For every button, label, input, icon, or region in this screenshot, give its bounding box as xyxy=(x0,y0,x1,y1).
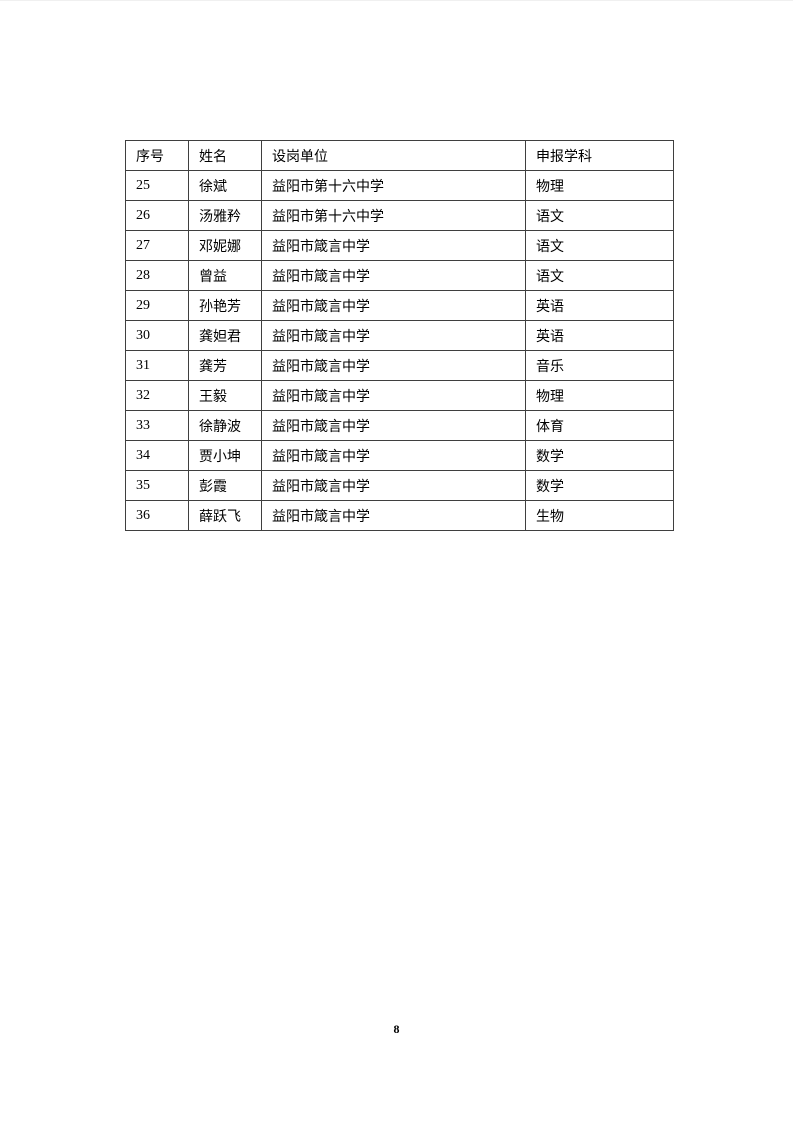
table-cell: 益阳市箴言中学 xyxy=(261,410,526,441)
table-cell: 益阳市箴言中学 xyxy=(261,320,526,351)
table-cell: 数学 xyxy=(525,440,674,471)
table-row: 35 彭霞 益阳市箴言中学 数学 xyxy=(125,470,674,501)
table-row: 29 孙艳芳 益阳市箴言中学 英语 xyxy=(125,290,674,321)
table-cell: 孙艳芳 xyxy=(188,290,262,321)
table-cell: 32 xyxy=(125,380,189,411)
table-cell: 益阳市箴言中学 xyxy=(261,470,526,501)
table-row: 36 薛跃飞 益阳市箴言中学 生物 xyxy=(125,500,674,531)
table-row: 26 汤雅矜 益阳市第十六中学 语文 xyxy=(125,200,674,231)
header-cell-name: 姓名 xyxy=(188,140,262,171)
table-cell: 物理 xyxy=(525,380,674,411)
table-cell: 龚妲君 xyxy=(188,320,262,351)
table-cell: 语文 xyxy=(525,260,674,291)
table-cell: 26 xyxy=(125,200,189,231)
table-cell: 29 xyxy=(125,290,189,321)
table-cell: 邓妮娜 xyxy=(188,230,262,261)
table-cell: 33 xyxy=(125,410,189,441)
table-row: 28 曾益 益阳市箴言中学 语文 xyxy=(125,260,674,291)
table-row: 25 徐斌 益阳市第十六中学 物理 xyxy=(125,170,674,201)
table-row: 34 贾小坤 益阳市箴言中学 数学 xyxy=(125,440,674,471)
table-body: 25 徐斌 益阳市第十六中学 物理 26 汤雅矜 益阳市第十六中学 语文 27 邓妮娜 益阳市箴言中… xyxy=(125,170,674,531)
table-cell: 31 xyxy=(125,350,189,381)
table-cell: 语文 xyxy=(525,200,674,231)
table-cell: 彭霞 xyxy=(188,470,262,501)
teacher-roster-table: 序号 姓名 设岗单位 申报学科 25 徐斌 益阳市第十六中学 物理 26 汤雅矜 益阳市第十… xyxy=(125,140,674,531)
table-cell: 28 xyxy=(125,260,189,291)
table-cell: 物理 xyxy=(525,170,674,201)
table-cell: 曾益 xyxy=(188,260,262,291)
header-cell-unit: 设岗单位 xyxy=(261,140,526,171)
table-cell: 益阳市箴言中学 xyxy=(261,440,526,471)
table-row: 31 龚芳 益阳市箴言中学 音乐 xyxy=(125,350,674,381)
table-cell: 薛跃飞 xyxy=(188,500,262,531)
table-cell: 益阳市箴言中学 xyxy=(261,380,526,411)
table-cell: 语文 xyxy=(525,230,674,261)
table-cell: 数学 xyxy=(525,470,674,501)
table-cell: 益阳市箴言中学 xyxy=(261,230,526,261)
table-cell: 生物 xyxy=(525,500,674,531)
table-cell: 音乐 xyxy=(525,350,674,381)
table-cell: 益阳市第十六中学 xyxy=(261,170,526,201)
table-cell: 27 xyxy=(125,230,189,261)
table-cell: 王毅 xyxy=(188,380,262,411)
table-cell: 30 xyxy=(125,320,189,351)
table-header-row: 序号 姓名 设岗单位 申报学科 xyxy=(125,140,674,171)
table-cell: 汤雅矜 xyxy=(188,200,262,231)
table-cell: 益阳市第十六中学 xyxy=(261,200,526,231)
table-header: 序号 姓名 设岗单位 申报学科 xyxy=(125,140,674,171)
header-cell-number: 序号 xyxy=(125,140,189,171)
table-cell: 25 xyxy=(125,170,189,201)
table-cell: 34 xyxy=(125,440,189,471)
table-cell: 徐斌 xyxy=(188,170,262,201)
table-cell: 体育 xyxy=(525,410,674,441)
table-cell: 益阳市箴言中学 xyxy=(261,260,526,291)
table-cell: 益阳市箴言中学 xyxy=(261,500,526,531)
table-row: 33 徐静波 益阳市箴言中学 体育 xyxy=(125,410,674,441)
table-row: 32 王毅 益阳市箴言中学 物理 xyxy=(125,380,674,411)
table-cell: 英语 xyxy=(525,290,674,321)
table-cell: 徐静波 xyxy=(188,410,262,441)
table-cell: 龚芳 xyxy=(188,350,262,381)
table-cell: 35 xyxy=(125,470,189,501)
table-cell: 贾小坤 xyxy=(188,440,262,471)
table-row: 30 龚妲君 益阳市箴言中学 英语 xyxy=(125,320,674,351)
page-number: 8 xyxy=(393,1022,400,1036)
table-cell: 益阳市箴言中学 xyxy=(261,350,526,381)
table-row: 27 邓妮娜 益阳市箴言中学 语文 xyxy=(125,230,674,261)
header-cell-subject: 申报学科 xyxy=(525,140,674,171)
table-cell: 36 xyxy=(125,500,189,531)
table-cell: 英语 xyxy=(525,320,674,351)
table-cell: 益阳市箴言中学 xyxy=(261,290,526,321)
